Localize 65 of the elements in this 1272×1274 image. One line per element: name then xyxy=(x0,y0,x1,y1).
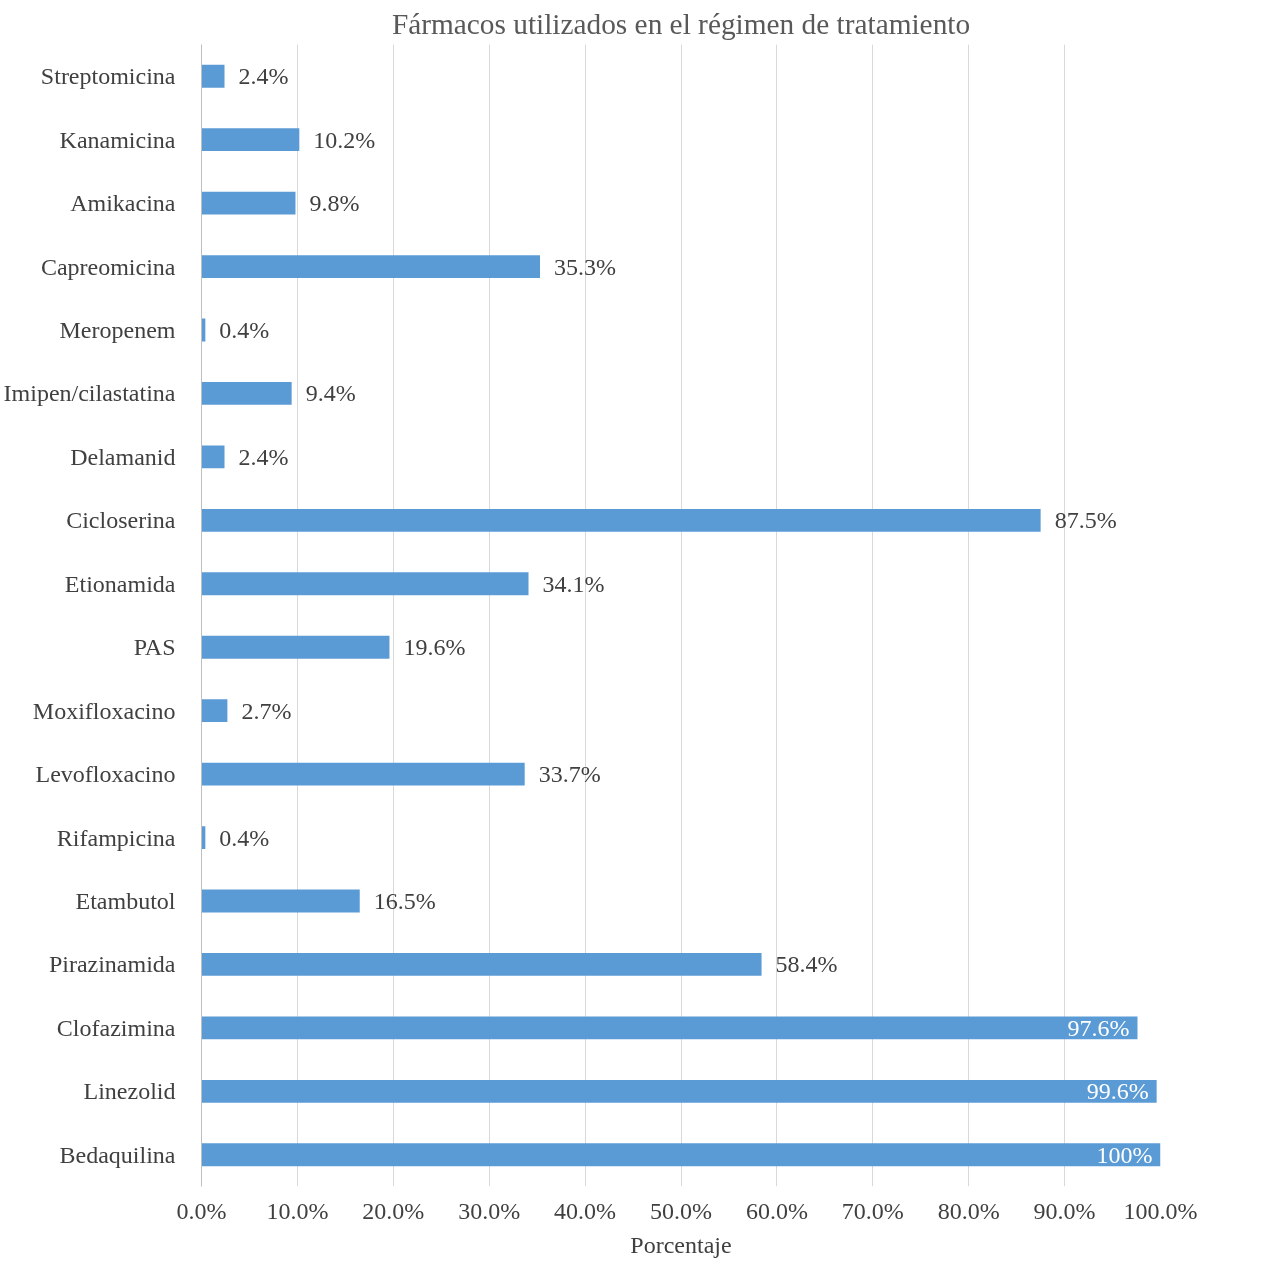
y-tick-label: Kanamicina xyxy=(59,126,176,153)
bar xyxy=(201,128,300,152)
x-tick-label: 20.0% xyxy=(362,1197,425,1224)
bar xyxy=(201,699,228,723)
x-tick-label: 30.0% xyxy=(458,1197,521,1224)
bar xyxy=(201,953,762,976)
bar xyxy=(201,762,525,786)
y-tick-label: Meropenem xyxy=(59,317,176,343)
x-tick-label: 0.0% xyxy=(176,1197,227,1224)
x-axis-title: Porcentaje xyxy=(630,1231,732,1258)
x-tick-label: 90.0% xyxy=(1033,1197,1096,1224)
data-label: 16.5% xyxy=(373,888,436,914)
y-tick-label: Pirazinamida xyxy=(48,951,176,978)
bar xyxy=(201,572,529,596)
y-tick-label: Imipen/cilastatina xyxy=(3,380,176,407)
bar xyxy=(201,889,360,913)
data-label: 35.3% xyxy=(554,253,617,280)
bar xyxy=(201,1016,1138,1040)
x-tick-label: 10.0% xyxy=(266,1197,329,1224)
data-label: 33.7% xyxy=(538,761,601,788)
data-label: 2.7% xyxy=(241,697,292,724)
y-tick-label: Etambutol xyxy=(75,888,176,914)
y-tick-label: Cicloserina xyxy=(66,507,176,534)
y-tick-label: Bedaquilina xyxy=(59,1141,176,1168)
y-tick-label: PAS xyxy=(133,634,176,661)
bar xyxy=(201,255,541,278)
data-label: 0.4% xyxy=(219,317,270,343)
bar xyxy=(201,191,296,215)
y-tick-label: Linezolid xyxy=(83,1078,176,1105)
x-tick-label: 60.0% xyxy=(745,1197,808,1224)
data-label: 10.2% xyxy=(313,126,376,153)
y-tick-label: Etionamida xyxy=(64,570,176,597)
data-label: 97.6% xyxy=(1067,1014,1130,1041)
data-label: 2.4% xyxy=(238,63,289,90)
y-tick-label: Levofloxacino xyxy=(35,761,176,788)
bar xyxy=(201,635,390,659)
data-label: 100% xyxy=(1096,1141,1153,1168)
y-tick-label: Moxifloxacino xyxy=(32,697,176,724)
x-tick-label: 100.0% xyxy=(1123,1197,1198,1224)
x-tick-label: 50.0% xyxy=(650,1197,712,1224)
y-tick-label: Rifampicina xyxy=(56,824,176,851)
y-tick-label: Streptomicina xyxy=(40,63,176,90)
data-label: 9.8% xyxy=(309,190,360,217)
x-tick-label: 40.0% xyxy=(554,1197,617,1224)
data-label: 34.1% xyxy=(542,570,605,597)
bar xyxy=(201,1079,1157,1103)
bar xyxy=(201,445,225,469)
bar xyxy=(201,1143,1161,1167)
data-label: 9.4% xyxy=(305,380,356,407)
data-label: 87.5% xyxy=(1054,507,1117,534)
data-label: 19.6% xyxy=(403,634,466,661)
bar xyxy=(201,64,225,88)
chart-title: Fármacos utilizados en el régimen de tratamiento xyxy=(391,7,971,40)
y-tick-label: Clofazimina xyxy=(56,1014,176,1041)
y-tick-label: Capreomicina xyxy=(40,253,176,280)
x-tick-label: 80.0% xyxy=(937,1197,1000,1224)
data-label: 58.4% xyxy=(775,951,838,978)
data-label: 2.4% xyxy=(238,443,289,470)
bar xyxy=(201,382,292,405)
x-tick-label: 70.0% xyxy=(841,1197,904,1224)
y-tick-label: Delamanid xyxy=(70,443,176,470)
y-tick-label: Amikacina xyxy=(70,190,176,217)
data-label: 0.4% xyxy=(219,824,270,851)
data-label: 99.6% xyxy=(1086,1078,1149,1105)
bar xyxy=(201,508,1041,532)
